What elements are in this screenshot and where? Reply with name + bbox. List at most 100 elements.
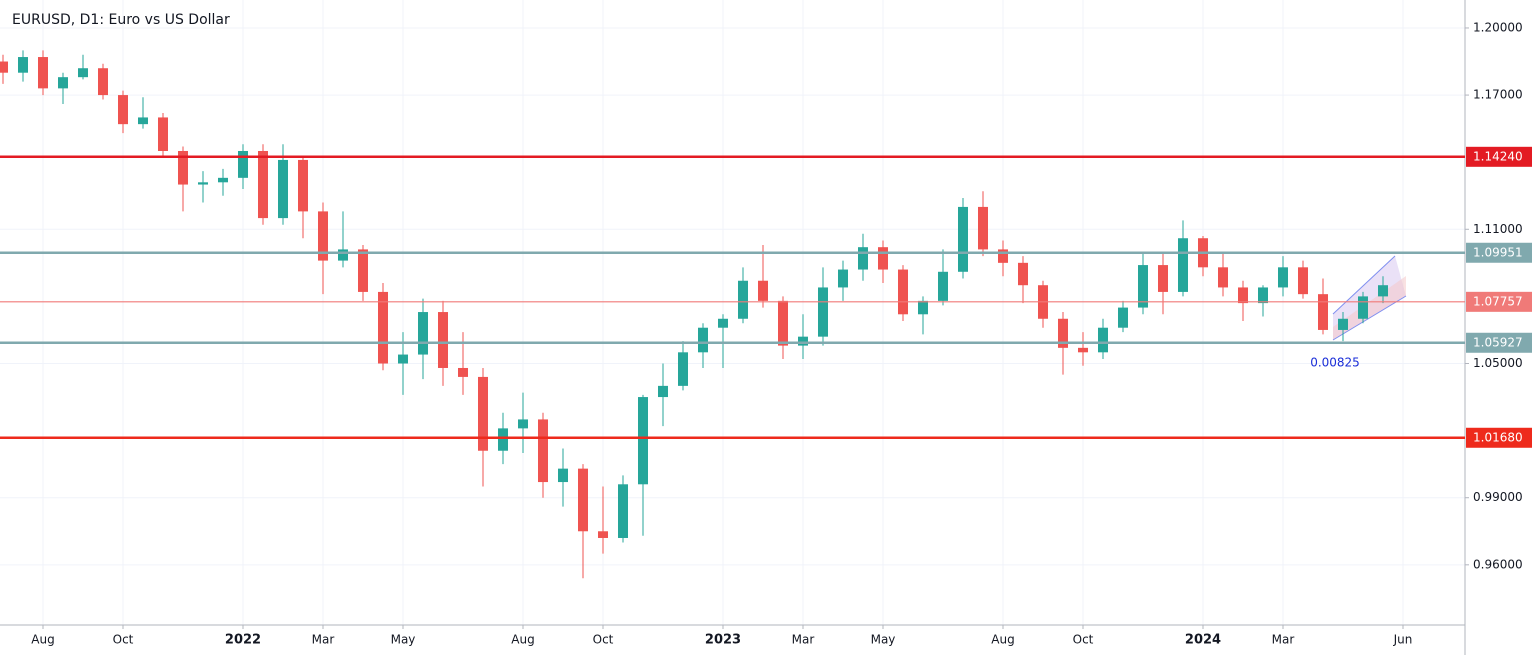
candle-body	[798, 336, 808, 346]
candle-body	[1058, 318, 1068, 348]
level-label: 1.01680	[1473, 430, 1523, 444]
level-label: 1.05927	[1473, 335, 1523, 349]
candle-body	[1338, 318, 1348, 330]
channel-line	[1332, 255, 1396, 315]
candle-body	[538, 419, 548, 483]
y-tick-label: 1.05000	[1473, 356, 1523, 370]
candle-body	[298, 159, 308, 212]
candle-body	[1358, 296, 1368, 319]
candle-body	[1258, 287, 1268, 304]
candle-body	[698, 327, 708, 353]
x-tick-label: Mar	[792, 633, 815, 647]
candle-body	[1078, 347, 1088, 353]
level-label: 1.09951	[1473, 245, 1523, 259]
annotation: 0.00825	[1310, 356, 1360, 370]
candle-body	[78, 68, 88, 78]
candle-body	[1018, 262, 1028, 286]
x-tick-label: 2024	[1185, 633, 1221, 648]
candle-body	[1218, 267, 1228, 288]
plot-area	[0, 50, 1388, 579]
candle-body	[578, 468, 588, 532]
candle-body	[938, 271, 948, 301]
level-label-box	[1466, 242, 1532, 263]
candle-body	[638, 397, 648, 485]
y-tick-label: 1.17000	[1473, 88, 1523, 102]
candle-body	[198, 182, 208, 185]
x-tick-label: May	[871, 633, 896, 647]
candle-body	[958, 206, 968, 272]
candle-body	[418, 312, 428, 355]
candle-body	[0, 61, 8, 73]
candle-body	[858, 247, 868, 270]
candle-body	[838, 269, 848, 288]
candle-body	[498, 428, 508, 451]
level-label-box	[1466, 427, 1532, 448]
y-tick-label: 0.99000	[1473, 490, 1523, 504]
candle-body	[438, 312, 448, 368]
x-tick-label: 2022	[225, 633, 261, 648]
chart-title: EURUSD, D1: Euro vs US Dollar	[12, 12, 230, 28]
candle-body	[1278, 267, 1288, 288]
candle-body	[738, 280, 748, 319]
candle-body	[218, 177, 228, 183]
candle-body	[358, 249, 368, 292]
candle-body	[718, 318, 728, 328]
candle-body	[458, 367, 468, 377]
candle-body	[1298, 267, 1308, 295]
candle-body	[678, 352, 688, 386]
level-label-box	[1466, 291, 1532, 312]
x-tick-label: Aug	[31, 633, 54, 647]
candle-body	[878, 247, 888, 270]
candle-body	[1238, 287, 1248, 304]
candle-body	[238, 150, 248, 178]
candle-body	[898, 269, 908, 315]
candle-body	[1158, 265, 1168, 292]
level-label: 1.07757	[1473, 294, 1523, 308]
candle-body	[1138, 265, 1148, 308]
x-tick-label: Oct	[113, 633, 134, 647]
x-tick-label: Aug	[511, 633, 534, 647]
candle-body	[318, 211, 328, 261]
candle-body	[1178, 238, 1188, 292]
candle-body	[1118, 307, 1128, 328]
candle-body	[1318, 294, 1328, 330]
candle-body	[478, 376, 488, 451]
candle-body	[278, 159, 288, 219]
candle-body	[18, 57, 28, 73]
x-tick-label: May	[391, 633, 416, 647]
candle-body	[378, 291, 388, 364]
candle-body	[818, 287, 828, 337]
candle-body	[158, 117, 168, 151]
candle-body	[98, 68, 108, 96]
x-tick-label: Mar	[312, 633, 335, 647]
y-tick-label: 0.96000	[1473, 557, 1523, 571]
x-tick-label: Oct	[1073, 633, 1094, 647]
x-tick-label: Mar	[1272, 633, 1295, 647]
candle-body	[1098, 327, 1108, 353]
candle-body	[338, 249, 348, 261]
candle-body	[398, 354, 408, 364]
channel-line	[1332, 295, 1407, 341]
candle-body	[658, 385, 668, 398]
level-label-box	[1466, 332, 1532, 353]
level-label-box	[1466, 146, 1532, 167]
x-tick-label: Jun	[1393, 633, 1413, 647]
x-tick-label: 2023	[705, 633, 741, 648]
x-tick-label: Aug	[991, 633, 1014, 647]
candle-body	[258, 150, 268, 219]
candle-body	[918, 300, 928, 315]
candle-body	[758, 280, 768, 301]
candle-body	[558, 468, 568, 483]
candle-body	[998, 249, 1008, 263]
level-label: 1.14240	[1473, 149, 1523, 163]
candle-body	[778, 300, 788, 346]
candle-body	[978, 206, 988, 250]
candle-body	[178, 150, 188, 185]
candle-body	[518, 419, 528, 429]
candle-body	[598, 531, 608, 538]
candle-body	[58, 77, 68, 89]
candle-body	[1378, 285, 1388, 297]
y-tick-label: 1.20000	[1473, 20, 1523, 34]
candle-body	[38, 57, 48, 89]
